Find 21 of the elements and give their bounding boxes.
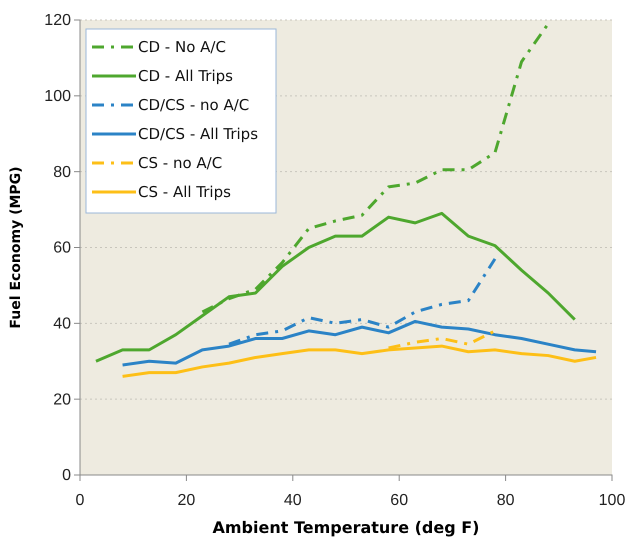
x-tick-label: 0 [76, 492, 85, 509]
legend-label: CD - All Trips [138, 67, 234, 85]
y-tick-label: 40 [53, 315, 72, 332]
legend-label: CD - No A/C [138, 38, 226, 56]
y-tick-label: 80 [53, 164, 72, 181]
y-tick-label: 20 [53, 391, 72, 408]
y-tick-label: 0 [62, 467, 72, 484]
legend-label: CD/CS - All Trips [138, 125, 258, 143]
x-tick-label: 40 [284, 492, 302, 509]
y-axis-title: Fuel Economy (MPG) [8, 166, 24, 329]
legend-label: CD/CS - no A/C [138, 96, 250, 114]
x-tick-label: 20 [178, 492, 196, 509]
x-tick-label: 60 [390, 492, 408, 509]
y-tick-label: 120 [44, 12, 72, 30]
y-tick-label: 60 [53, 240, 72, 257]
legend-label: CS - All Trips [138, 183, 232, 201]
legend-label: CS - no A/C [138, 154, 222, 172]
y-tick-label: 100 [44, 88, 72, 105]
x-axis-title: Ambient Temperature (deg F) [212, 518, 480, 537]
x-tick-label: 80 [496, 492, 515, 509]
x-tick-label: 100 [598, 492, 625, 509]
